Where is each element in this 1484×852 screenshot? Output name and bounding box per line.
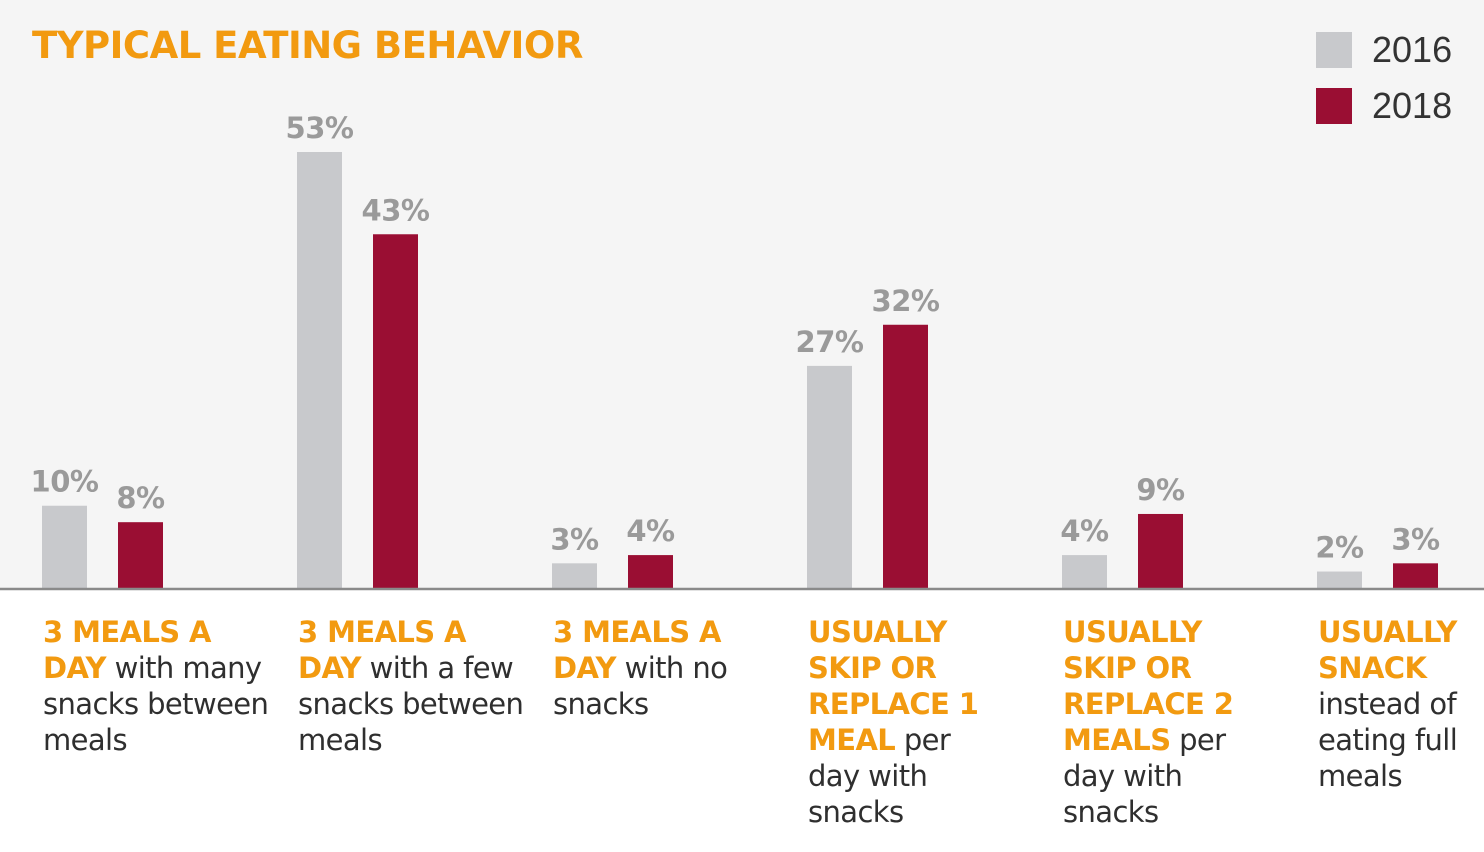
bar-2016-cat1	[42, 505, 87, 588]
value-label-2018-cat6: 3%	[1391, 522, 1440, 556]
category-label-5: USUALLY SKIP OR REPLACE 2 MEALS per day …	[1063, 614, 1263, 830]
bar-2018-cat6	[1393, 563, 1438, 588]
category-label-4: USUALLY SKIP OR REPLACE 1 MEAL per day w…	[808, 614, 1008, 830]
bar-2016-cat3	[552, 563, 597, 588]
bar-2018-cat1	[118, 522, 163, 588]
category-description-5: per day with snacks	[1063, 723, 1226, 829]
category-label-6: USUALLY SNACK instead of eating full mea…	[1318, 614, 1468, 794]
legend-swatch-2016	[1316, 32, 1352, 68]
category-description-1: with many snacks between meals	[43, 651, 269, 757]
category-description-2: with a few snacks between meals	[298, 651, 524, 757]
bar-2016-cat4	[807, 365, 852, 588]
category-highlight-1: 3 MEALS A DAY	[43, 615, 212, 685]
value-label-2016-cat6: 2%	[1315, 531, 1364, 565]
category-label-3: 3 MEALS A DAY with no snacks	[553, 614, 753, 722]
legend-item-2018: 2018	[1316, 88, 1452, 124]
category-highlight-6: USUALLY SNACK	[1318, 615, 1457, 685]
category-description-4: per day with snacks	[808, 723, 951, 829]
category-description-6: instead of eating full meals	[1318, 687, 1458, 793]
category-highlight-5: USUALLY SKIP OR REPLACE 2 MEALS	[1063, 615, 1234, 757]
legend-swatch-2018	[1316, 88, 1352, 124]
value-label-2016-cat1: 10%	[31, 465, 99, 499]
value-label-2018-cat3: 4%	[626, 514, 675, 548]
legend-label-2018: 2018	[1372, 85, 1453, 126]
bar-2018-cat3	[628, 555, 673, 588]
value-label-2016-cat5: 4%	[1060, 514, 1109, 548]
value-label-2016-cat4: 27%	[796, 325, 864, 359]
bar-2016-cat6	[1317, 571, 1362, 588]
bar-2016-cat2	[297, 152, 342, 588]
value-label-2018-cat2: 43%	[362, 193, 430, 227]
bar-2018-cat4	[883, 324, 928, 588]
category-label-1: 3 MEALS A DAY with many snacks between m…	[43, 614, 273, 758]
legend-label-2016: 2016	[1372, 29, 1453, 70]
legend-item-2016: 2016	[1316, 32, 1452, 68]
bar-2016-cat5	[1062, 555, 1107, 588]
value-label-2016-cat2: 53%	[286, 111, 354, 145]
plot-background	[0, 0, 1484, 590]
category-highlight-3: 3 MEALS A DAY	[553, 615, 722, 685]
bar-2018-cat2	[373, 234, 418, 588]
bar-2018-cat5	[1138, 513, 1183, 588]
category-description-3: with no snacks	[553, 651, 728, 721]
category-label-2: 3 MEALS A DAY with a few snacks between …	[298, 614, 528, 758]
value-label-2016-cat3: 3%	[550, 522, 599, 556]
category-highlight-4: USUALLY SKIP OR REPLACE 1 MEAL	[808, 615, 979, 757]
value-label-2018-cat5: 9%	[1136, 473, 1185, 507]
value-label-2018-cat1: 8%	[116, 481, 165, 515]
chart-title: TYPICAL EATING BEHAVIOR	[32, 24, 583, 67]
value-label-2018-cat4: 32%	[872, 284, 940, 318]
category-highlight-2: 3 MEALS A DAY	[298, 615, 467, 685]
